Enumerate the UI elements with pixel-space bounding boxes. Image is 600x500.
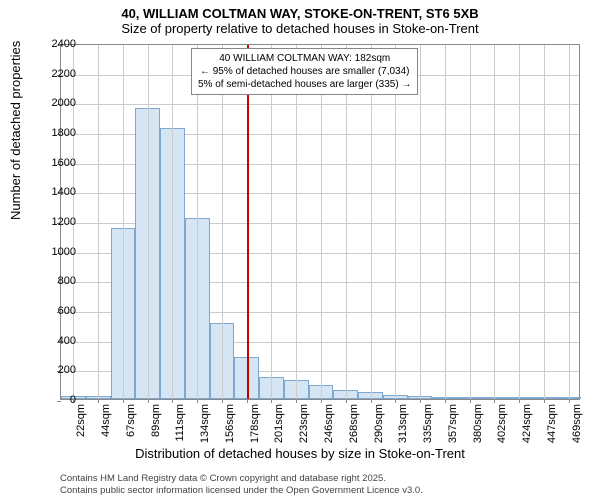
- y-tick-label: 1600: [36, 157, 76, 169]
- x-tick-label: 447sqm: [546, 404, 558, 454]
- gridline-v: [470, 45, 471, 399]
- gridline-v: [346, 45, 347, 399]
- y-tick-label: 800: [36, 275, 76, 287]
- reference-line: [247, 45, 249, 399]
- x-tick-mark: [494, 399, 495, 403]
- gridline-v: [569, 45, 570, 399]
- y-tick-label: 400: [36, 335, 76, 347]
- x-tick-label: 424sqm: [521, 404, 533, 454]
- y-tick-label: 1000: [36, 246, 76, 258]
- y-tick-label: 600: [36, 305, 76, 317]
- x-tick-mark: [271, 399, 272, 403]
- x-tick-label: 178sqm: [249, 404, 261, 454]
- x-tick-label: 44sqm: [100, 404, 112, 454]
- y-tick-label: 200: [36, 364, 76, 376]
- gridline-v: [544, 45, 545, 399]
- x-tick-mark: [371, 399, 372, 403]
- gridline-v: [494, 45, 495, 399]
- x-tick-label: 156sqm: [224, 404, 236, 454]
- y-tick-label: 0: [36, 394, 76, 406]
- y-tick-label: 2000: [36, 97, 76, 109]
- footer-line2: Contains public sector information licen…: [60, 485, 423, 497]
- x-tick-label: 22sqm: [75, 404, 87, 454]
- x-tick-label: 402sqm: [496, 404, 508, 454]
- x-tick-mark: [172, 399, 173, 403]
- x-tick-label: 268sqm: [348, 404, 360, 454]
- x-tick-mark: [445, 399, 446, 403]
- gridline-v: [98, 45, 99, 399]
- annotation-box: 40 WILLIAM COLTMAN WAY: 182sqm ← 95% of …: [191, 48, 418, 95]
- gridline-v: [321, 45, 322, 399]
- y-tick-label: 1800: [36, 127, 76, 139]
- annotation-line2: ← 95% of detached houses are smaller (7,…: [198, 65, 411, 78]
- gridline-v: [371, 45, 372, 399]
- x-tick-mark: [148, 399, 149, 403]
- y-tick-label: 1400: [36, 186, 76, 198]
- annotation-line1: 40 WILLIAM COLTMAN WAY: 182sqm: [198, 52, 411, 65]
- gridline-v: [420, 45, 421, 399]
- x-tick-mark: [98, 399, 99, 403]
- y-tick-label: 2200: [36, 68, 76, 80]
- gridline-v: [222, 45, 223, 399]
- footer-line1: Contains HM Land Registry data © Crown c…: [60, 473, 423, 485]
- gridline-v: [123, 45, 124, 399]
- x-tick-label: 67sqm: [125, 404, 137, 454]
- gridline-v: [445, 45, 446, 399]
- x-tick-label: 111sqm: [174, 404, 186, 454]
- x-tick-mark: [123, 399, 124, 403]
- x-tick-label: 469sqm: [571, 404, 583, 454]
- plot-area: 40 WILLIAM COLTMAN WAY: 182sqm ← 95% of …: [60, 44, 580, 400]
- x-tick-label: 335sqm: [422, 404, 434, 454]
- x-tick-mark: [222, 399, 223, 403]
- chart-title: 40, WILLIAM COLTMAN WAY, STOKE-ON-TRENT,…: [0, 0, 600, 21]
- x-tick-mark: [544, 399, 545, 403]
- x-tick-label: 201sqm: [273, 404, 285, 454]
- x-tick-label: 290sqm: [373, 404, 385, 454]
- x-tick-mark: [296, 399, 297, 403]
- x-tick-label: 357sqm: [447, 404, 459, 454]
- gridline-v: [148, 45, 149, 399]
- x-tick-label: 89sqm: [150, 404, 162, 454]
- x-tick-mark: [519, 399, 520, 403]
- gridline-v: [172, 45, 173, 399]
- x-tick-mark: [470, 399, 471, 403]
- footer: Contains HM Land Registry data © Crown c…: [60, 473, 423, 497]
- x-tick-mark: [346, 399, 347, 403]
- gridline-v: [519, 45, 520, 399]
- chart-subtitle: Size of property relative to detached ho…: [0, 21, 600, 40]
- x-tick-label: 134sqm: [199, 404, 211, 454]
- gridline-h: [61, 104, 579, 105]
- y-axis-label: Number of detached properties: [8, 41, 23, 220]
- gridline-v: [296, 45, 297, 399]
- y-tick-label: 1200: [36, 216, 76, 228]
- y-tick-label: 2400: [36, 38, 76, 50]
- x-tick-mark: [321, 399, 322, 403]
- x-tick-mark: [197, 399, 198, 403]
- gridline-v: [271, 45, 272, 399]
- x-tick-mark: [247, 399, 248, 403]
- x-tick-label: 246sqm: [323, 404, 335, 454]
- annotation-line3: 5% of semi-detached houses are larger (3…: [198, 78, 411, 91]
- gridline-v: [395, 45, 396, 399]
- gridline-v: [197, 45, 198, 399]
- x-tick-mark: [420, 399, 421, 403]
- x-tick-label: 313sqm: [397, 404, 409, 454]
- x-tick-label: 223sqm: [298, 404, 310, 454]
- x-tick-mark: [395, 399, 396, 403]
- x-tick-label: 380sqm: [472, 404, 484, 454]
- x-tick-mark: [569, 399, 570, 403]
